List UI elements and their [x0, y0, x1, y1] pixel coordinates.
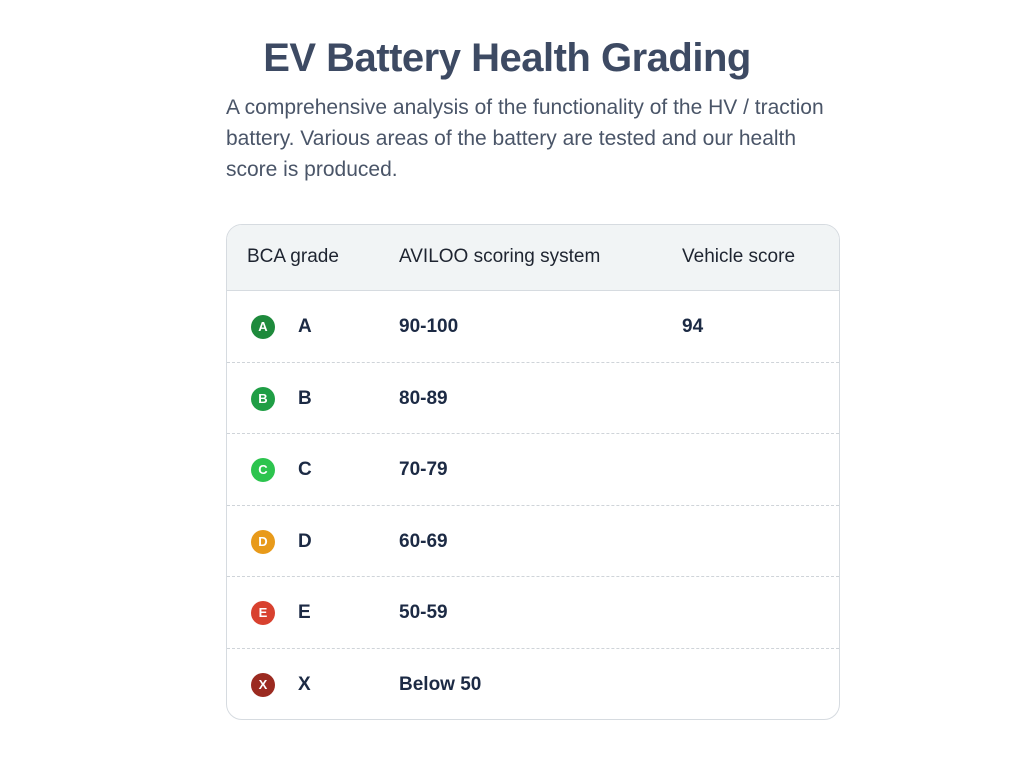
table-row: E E 50-59: [227, 577, 839, 649]
table-row: A A 90-100 94: [227, 291, 839, 363]
page-title: EV Battery Health Grading: [263, 36, 751, 80]
table-row: B B 80-89: [227, 363, 839, 434]
grading-table: BCA grade AVILOO scoring system Vehicle …: [226, 224, 840, 720]
grade-badge-icon: C: [251, 458, 275, 482]
grade-badge-icon: D: [251, 529, 275, 554]
table-row: X X Below 50: [227, 649, 839, 720]
score-range: Below 50: [399, 673, 482, 695]
column-header-scoring-system: AVILOO scoring system: [399, 246, 601, 267]
column-header-bca-grade: BCA grade: [247, 246, 339, 267]
grade-badge-icon: B: [251, 386, 275, 411]
grade-letter: X: [298, 673, 311, 695]
score-range: 90-100: [399, 316, 459, 337]
grade-letter: A: [298, 316, 312, 337]
grade-letter: E: [298, 602, 311, 623]
grade-letter: C: [298, 459, 312, 480]
score-range: 70-79: [399, 459, 448, 480]
grade-badge-icon: E: [251, 601, 275, 625]
vehicle-score: 94: [682, 316, 704, 337]
score-range: 50-59: [399, 602, 448, 623]
score-range: 80-89: [399, 387, 448, 409]
table-header: BCA grade AVILOO scoring system Vehicle …: [227, 225, 839, 291]
table-row: D D 60-69: [227, 506, 839, 577]
page-description: A comprehensive analysis of the function…: [226, 96, 824, 181]
column-header-vehicle-score: Vehicle score: [682, 246, 796, 267]
table-row: C C 70-79: [227, 434, 839, 506]
score-range: 60-69: [399, 530, 448, 552]
grade-letter: B: [298, 387, 312, 409]
grade-badge-icon: A: [251, 315, 275, 339]
grade-badge-icon: X: [251, 672, 275, 697]
grade-letter: D: [298, 530, 312, 552]
